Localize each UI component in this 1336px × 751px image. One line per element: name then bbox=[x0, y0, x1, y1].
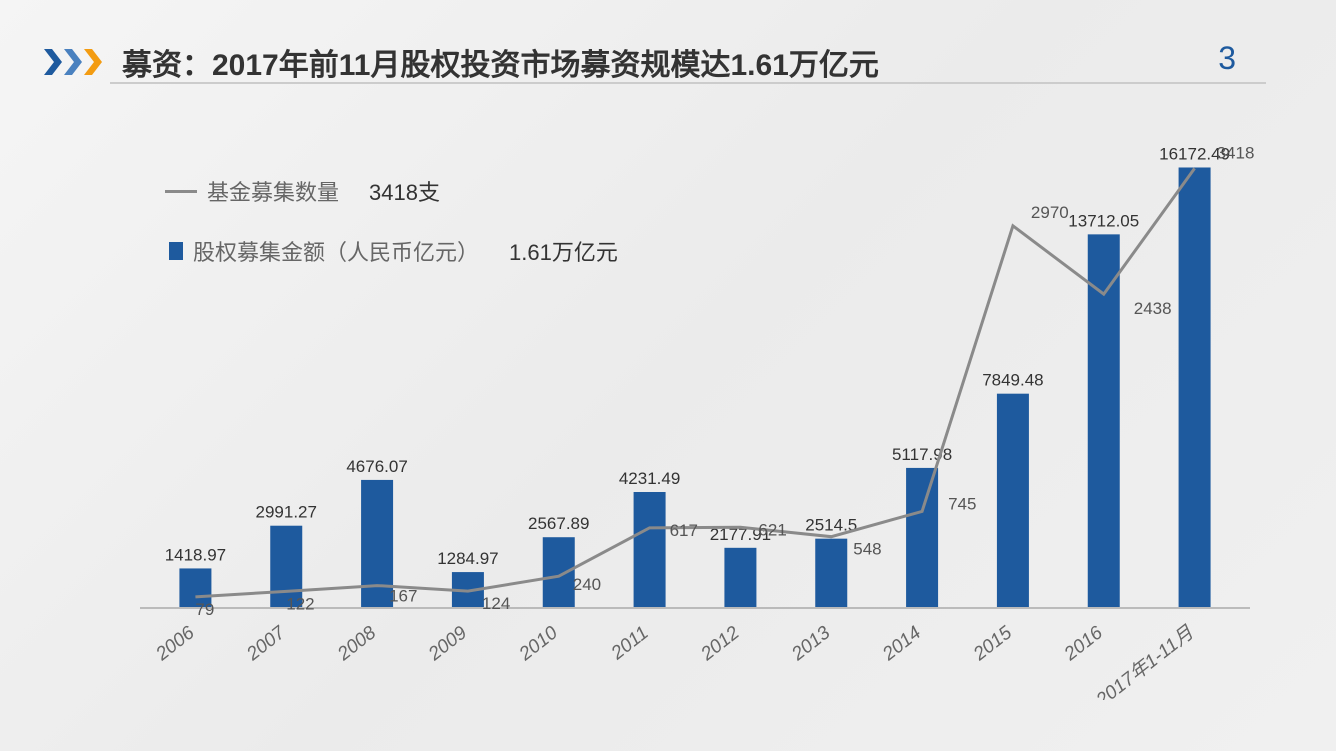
chevron-icon-3 bbox=[84, 49, 102, 75]
x-axis-label: 2008 bbox=[333, 622, 380, 665]
bar-value-label: 4231.49 bbox=[619, 469, 680, 488]
x-axis-label: 2012 bbox=[696, 622, 743, 665]
line-value-label: 548 bbox=[853, 540, 881, 559]
slide-title: 募资：2017年前11月股权投资市场募资规模达1.61万亿元 bbox=[122, 40, 1256, 84]
bar bbox=[634, 492, 666, 607]
bar-value-label: 2567.89 bbox=[528, 514, 589, 533]
x-axis-label: 2007 bbox=[242, 622, 290, 666]
bar-value-label: 7849.48 bbox=[982, 371, 1043, 390]
bar bbox=[906, 468, 938, 607]
bar-value-label: 13712.05 bbox=[1068, 211, 1139, 230]
x-axis-label: 2009 bbox=[424, 622, 471, 665]
bar bbox=[997, 394, 1029, 607]
x-axis-label: 2010 bbox=[515, 622, 562, 665]
line-value-label: 240 bbox=[573, 575, 601, 594]
x-axis-label: 2014 bbox=[878, 622, 925, 665]
x-axis-label: 2011 bbox=[607, 622, 653, 664]
line-value-label: 2438 bbox=[1134, 299, 1172, 318]
x-axis-label: 2013 bbox=[787, 622, 834, 665]
line-value-label: 2970 bbox=[1031, 203, 1069, 222]
chevron-icons bbox=[44, 49, 102, 75]
line-value-label: 621 bbox=[758, 520, 786, 539]
chart-svg: 1418.97 2991.27 4676.07 1284.97 2567.89 4231.… bbox=[130, 140, 1260, 700]
title-underline bbox=[110, 82, 1266, 84]
line-value-label: 617 bbox=[670, 521, 698, 540]
page-number: 3 bbox=[1218, 40, 1236, 77]
bar-value-label: 1284.97 bbox=[437, 549, 498, 568]
bar-value-label: 2991.27 bbox=[256, 503, 317, 522]
line-value-label: 167 bbox=[389, 587, 417, 606]
header: 募资：2017年前11月股权投资市场募资规模达1.61万亿元 3 bbox=[44, 40, 1256, 84]
bar bbox=[815, 539, 847, 607]
bar bbox=[1088, 234, 1120, 607]
bar bbox=[724, 548, 756, 607]
x-axis-label: 2017年1-11月 bbox=[1091, 621, 1198, 700]
x-axis-label: 2006 bbox=[151, 622, 198, 665]
line-value-label: 124 bbox=[482, 594, 510, 613]
bar bbox=[543, 537, 575, 607]
line-value-label: 79 bbox=[195, 600, 214, 619]
bar-value-label: 4676.07 bbox=[346, 457, 407, 476]
line-value-label: 3418 bbox=[1217, 143, 1255, 162]
line-value-label: 745 bbox=[948, 494, 976, 513]
bar bbox=[1179, 167, 1211, 607]
slide: 募资：2017年前11月股权投资市场募资规模达1.61万亿元 3 基金募集数量 … bbox=[0, 0, 1336, 751]
chevron-icon-2 bbox=[64, 49, 82, 75]
line-value-label: 122 bbox=[286, 594, 314, 613]
x-axis-label: 2015 bbox=[969, 622, 1016, 665]
chart: 1418.97 2991.27 4676.07 1284.97 2567.89 4231.… bbox=[130, 140, 1260, 700]
x-axis-label: 2016 bbox=[1060, 622, 1107, 665]
chevron-icon-1 bbox=[44, 49, 62, 75]
bar-value-label: 1418.97 bbox=[165, 545, 226, 564]
